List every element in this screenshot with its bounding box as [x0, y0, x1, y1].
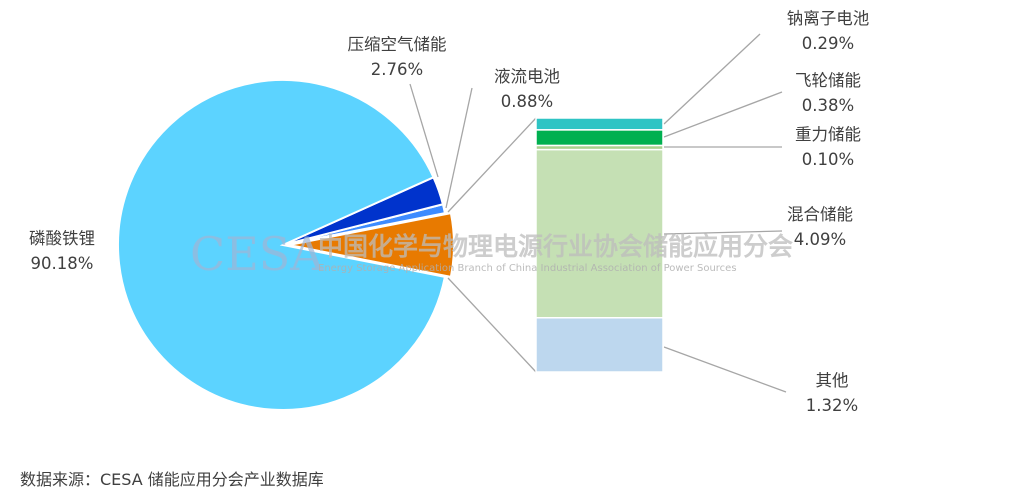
bar-segment-其他 — [535, 316, 664, 373]
pie-slice-磷酸铁锂 — [117, 79, 447, 411]
stacked-bar — [535, 117, 664, 373]
leader-line — [663, 33, 761, 125]
data-labels: 磷酸铁锂 90.18% 压缩空气储能 2.76% 液流电池 0.88% 钠离子电池 0.29%… — [29, 9, 869, 415]
pie — [117, 79, 455, 411]
label-name: 液流电池 — [494, 67, 560, 86]
label-name: 压缩空气储能 — [348, 35, 447, 54]
label-value: 0.38% — [802, 96, 854, 115]
watermark-cn: 中国化学与物理电源行业协会储能应用分会 — [318, 232, 793, 261]
label-name: 磷酸铁锂 — [29, 229, 95, 248]
label-name: 飞轮储能 — [795, 71, 861, 90]
leader-line — [663, 91, 783, 138]
label-value: 0.88% — [501, 92, 553, 111]
source-note: 数据来源：CESA 储能应用分会产业数据库 — [20, 470, 324, 489]
watermark-logo: CESA — [190, 227, 324, 281]
watermark: CESA 中国化学与物理电源行业协会储能应用分会 Energy Storage … — [190, 227, 793, 281]
connector-top — [447, 117, 537, 213]
leader-line — [409, 83, 439, 178]
label-value: 1.32% — [806, 396, 858, 415]
label-value: 2.76% — [371, 60, 423, 79]
leader-lines — [409, 33, 787, 393]
label-value: 0.29% — [802, 34, 854, 53]
label-name: 混合储能 — [787, 205, 853, 224]
bar-segment-钠离子电池 — [535, 117, 664, 131]
label-value: 4.09% — [794, 230, 846, 249]
leader-line — [663, 230, 783, 235]
label-value: 90.18% — [31, 254, 94, 273]
bar-segment-飞轮储能 — [535, 129, 664, 147]
label-name: 钠离子电池 — [787, 9, 870, 28]
connector-bottom — [447, 277, 537, 373]
leader-line — [445, 87, 473, 209]
label-name: 其他 — [816, 371, 849, 390]
label-value: 0.10% — [802, 150, 854, 169]
pie-slice-other — [288, 211, 455, 279]
leader-line — [663, 346, 787, 393]
watermark-en: Energy Storage Application Branch of Chi… — [318, 263, 737, 274]
bar-segment-混合储能 — [535, 148, 664, 319]
label-name: 重力储能 — [795, 125, 861, 144]
